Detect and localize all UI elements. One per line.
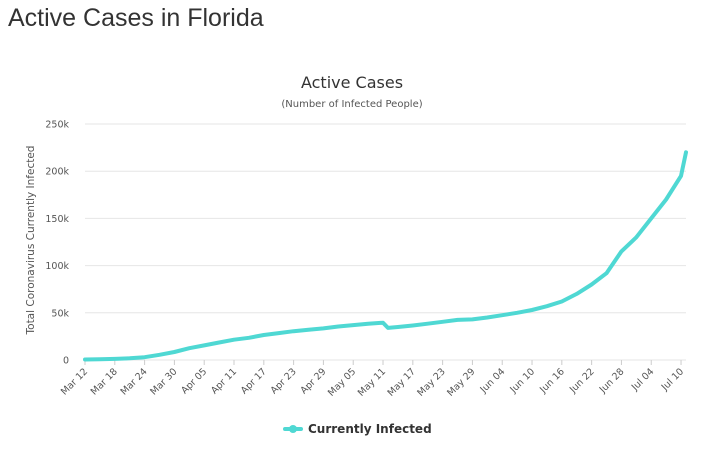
y-tick-label: 150k <box>45 214 69 225</box>
x-tick-label: Jun 22 <box>567 366 597 396</box>
grid-lines <box>85 123 686 361</box>
data-point <box>336 325 340 328</box>
data-point <box>292 329 296 333</box>
x-tick-label: Jun 10 <box>507 366 537 396</box>
data-point <box>386 326 390 330</box>
x-tick-label: Jun 04 <box>478 366 508 396</box>
data-point <box>411 324 415 327</box>
data-point <box>366 322 370 326</box>
data-point <box>530 308 534 312</box>
data-point <box>575 292 579 296</box>
data-point <box>232 338 236 342</box>
legend-label: Currently Infected <box>308 422 432 436</box>
data-point <box>202 343 206 347</box>
data-point <box>98 357 102 361</box>
legend-marker-icon <box>289 425 297 433</box>
y-tick-label: 0 <box>63 356 69 367</box>
x-tick-label: Apr 29 <box>298 366 328 396</box>
data-point <box>351 323 355 327</box>
data-point <box>396 325 400 329</box>
data-point <box>500 313 504 317</box>
legend[interactable]: Currently Infected <box>283 422 432 436</box>
y-axis-ticks: 0 50k 100k 150k 200k 250k <box>45 120 69 367</box>
data-point <box>679 174 683 178</box>
y-axis-label: Total Coronavirus Currently Infected <box>25 146 37 336</box>
data-point <box>262 333 266 337</box>
data-point <box>277 331 281 335</box>
y-tick-label: 100k <box>45 261 69 272</box>
y-tick-label: 50k <box>51 308 69 319</box>
x-tick-label: Apr 11 <box>209 366 239 396</box>
y-tick-label: 250k <box>45 120 69 131</box>
data-point <box>649 216 653 220</box>
data-point <box>684 150 688 154</box>
data-point <box>187 346 191 350</box>
data-point <box>83 358 87 361</box>
data-point <box>217 341 221 344</box>
x-tick-label: Mar 30 <box>148 366 179 397</box>
data-point <box>545 304 549 308</box>
data-point <box>172 350 176 354</box>
data-point <box>619 249 623 253</box>
data-point <box>321 326 325 330</box>
page-title: Active Cases in Florida <box>8 4 264 32</box>
data-point <box>560 300 564 303</box>
data-point <box>590 283 594 286</box>
data-point <box>143 355 147 359</box>
x-tick-label: May 11 <box>356 366 388 398</box>
data-point <box>515 311 519 315</box>
x-tick-label: Apr 05 <box>179 366 209 396</box>
x-tick-label: Mar 24 <box>119 366 150 397</box>
data-point <box>426 322 430 326</box>
data-point <box>456 318 459 322</box>
data-point <box>381 321 385 325</box>
chart-subtitle: (Number of Infected People) <box>281 99 422 110</box>
data-point <box>113 357 117 361</box>
x-tick-label: Apr 23 <box>269 366 299 396</box>
x-tick-label: May 05 <box>326 366 358 398</box>
data-point <box>441 320 445 324</box>
x-tick-label: May 29 <box>445 366 477 398</box>
x-tick-label: May 17 <box>386 366 418 398</box>
x-tick-label: Mar 12 <box>59 366 90 397</box>
x-tick-label: Jun 16 <box>537 366 567 396</box>
data-point <box>664 198 668 201</box>
series-line-currently-infected <box>83 150 688 362</box>
data-point <box>128 356 132 360</box>
data-point <box>307 328 310 332</box>
data-point <box>247 336 251 340</box>
data-point <box>158 353 161 357</box>
y-tick-label: 200k <box>45 167 69 178</box>
series-layer <box>83 150 688 362</box>
x-tick-label: May 23 <box>415 366 447 398</box>
chart-title: Active Cases <box>301 73 403 92</box>
x-tick-label: Jul 04 <box>629 366 656 393</box>
data-point <box>485 316 489 319</box>
data-point <box>470 317 474 321</box>
x-tick-label: Jul 10 <box>659 366 686 393</box>
data-point <box>634 235 638 239</box>
x-tick-label: Apr 17 <box>239 366 269 396</box>
x-tick-label: Jun 28 <box>597 366 627 396</box>
x-tick-label: Mar 18 <box>89 366 120 397</box>
data-point <box>605 271 608 275</box>
